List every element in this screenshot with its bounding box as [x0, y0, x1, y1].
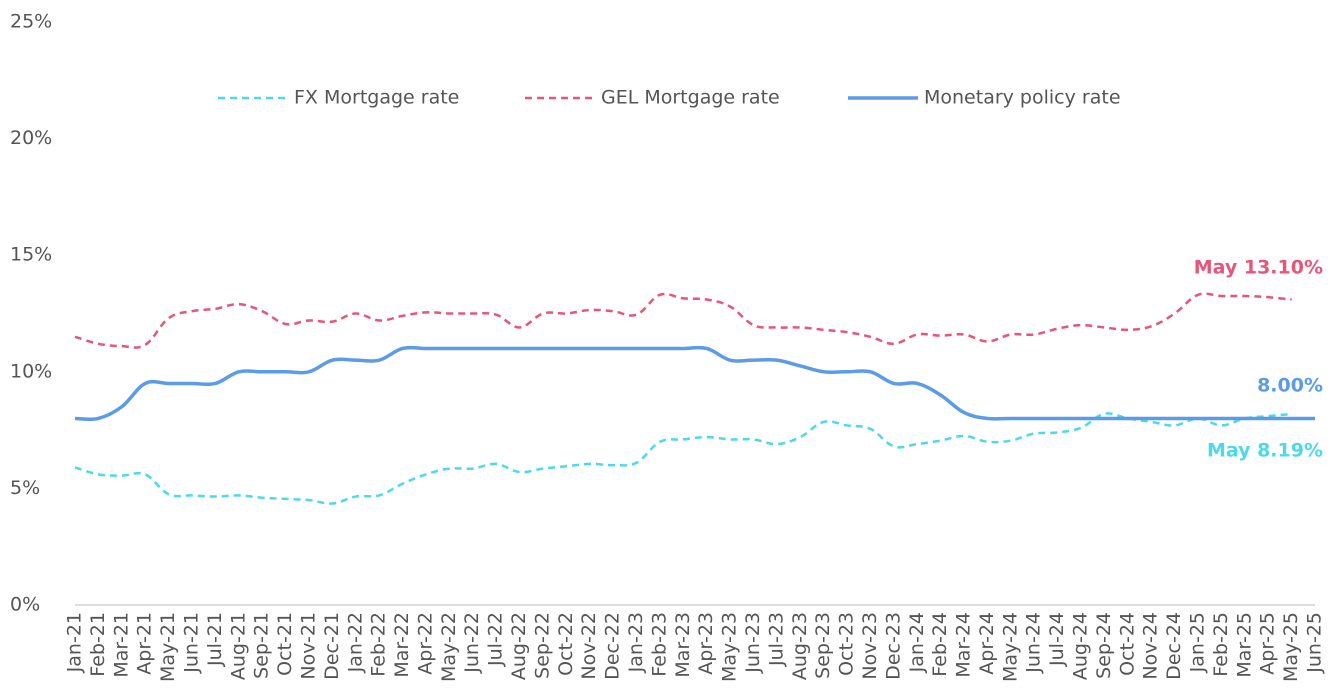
x-tick-label: May-25	[1280, 612, 1302, 682]
legend-label: Monetary policy rate	[924, 87, 1121, 109]
series-line	[74, 345, 1315, 422]
x-tick-label: Feb-25	[1210, 612, 1232, 677]
x-tick-label: Sep-22	[531, 612, 553, 679]
x-tick-label: Oct-21	[274, 612, 296, 676]
x-tick-label: Jul-21	[204, 612, 226, 667]
x-tick-label: Nov-21	[297, 612, 319, 680]
x-tick-label: Sep-21	[251, 612, 273, 679]
x-tick-label: Jan-24	[906, 612, 928, 673]
annotation: May 13.10%	[1194, 257, 1323, 279]
x-tick-label: Feb-22	[368, 612, 390, 677]
x-tick-label: Jun-22	[461, 612, 483, 674]
series-line	[74, 412, 1292, 505]
x-tick-label: Aug-23	[789, 612, 811, 680]
x-tick-label: Jan-23	[625, 612, 647, 673]
x-tick-label: Mar-23	[672, 612, 694, 678]
x-tick-label: Nov-22	[578, 612, 600, 680]
y-tick-label: 10%	[10, 360, 52, 382]
x-tick-label: Apr-24	[976, 612, 998, 675]
y-tick-label: 25%	[10, 11, 52, 33]
x-tick-label: Jun-21	[180, 612, 202, 674]
y-tick-label: 0%	[10, 594, 40, 616]
x-tick-label: Jul-23	[765, 612, 787, 667]
x-tick-label: May-22	[438, 612, 460, 682]
x-tick-label: Apr-22	[414, 612, 436, 675]
x-tick-label: Sep-24	[1093, 612, 1115, 679]
x-tick-label: Feb-23	[648, 612, 670, 677]
x-tick-label: Aug-22	[508, 612, 530, 680]
x-tick-label: Apr-25	[1257, 612, 1279, 675]
x-tick-label: Jan-21	[64, 612, 86, 673]
annotation: May 8.19%	[1207, 440, 1323, 462]
y-tick-label: 20%	[10, 127, 52, 149]
x-tick-label: Jul-24	[1046, 612, 1068, 667]
x-tick-label: Dec-24	[1163, 612, 1185, 680]
x-tick-label: Nov-23	[859, 612, 881, 680]
x-tick-label: Nov-24	[1140, 612, 1162, 680]
x-tick-label: Jan-25	[1187, 612, 1209, 673]
x-tick-label: Jun-23	[742, 612, 764, 674]
x-tick-label: Dec-23	[882, 612, 904, 680]
y-tick-label: 5%	[10, 477, 40, 499]
x-tick-label: Sep-23	[812, 612, 834, 679]
x-tick-label: Jul-22	[485, 612, 507, 667]
x-tick-label: Aug-21	[227, 612, 249, 680]
x-tick-label: Mar-24	[953, 612, 975, 678]
series-line	[74, 292, 1292, 349]
x-tick-label: Jun-24	[1023, 612, 1045, 674]
x-tick-label: Oct-24	[1116, 612, 1138, 676]
x-tick-label: May-23	[719, 612, 741, 682]
x-tick-label: Mar-21	[110, 612, 132, 678]
x-tick-label: Feb-24	[929, 612, 951, 677]
x-tick-label: Feb-21	[87, 612, 109, 677]
x-tick-label: Dec-21	[321, 612, 343, 680]
x-tick-label: May-24	[999, 612, 1021, 682]
x-tick-label: Dec-22	[602, 612, 624, 680]
x-tick-label: Apr-23	[695, 612, 717, 675]
x-tick-label: Oct-23	[836, 612, 858, 676]
legend-label: FX Mortgage rate	[294, 87, 459, 109]
x-tick-label: Apr-21	[134, 612, 156, 675]
x-tick-label: Jan-22	[344, 612, 366, 673]
x-tick-label: May-21	[157, 612, 179, 682]
x-tick-label: Aug-24	[1070, 612, 1092, 680]
y-tick-label: 15%	[10, 244, 52, 266]
annotation: 8.00%	[1257, 375, 1323, 397]
legend-label: GEL Mortgage rate	[601, 87, 780, 109]
x-tick-label: Oct-22	[555, 612, 577, 676]
x-tick-label: Mar-25	[1233, 612, 1255, 678]
x-tick-label: Jun-25	[1304, 612, 1326, 674]
x-tick-label: Mar-22	[391, 612, 413, 678]
